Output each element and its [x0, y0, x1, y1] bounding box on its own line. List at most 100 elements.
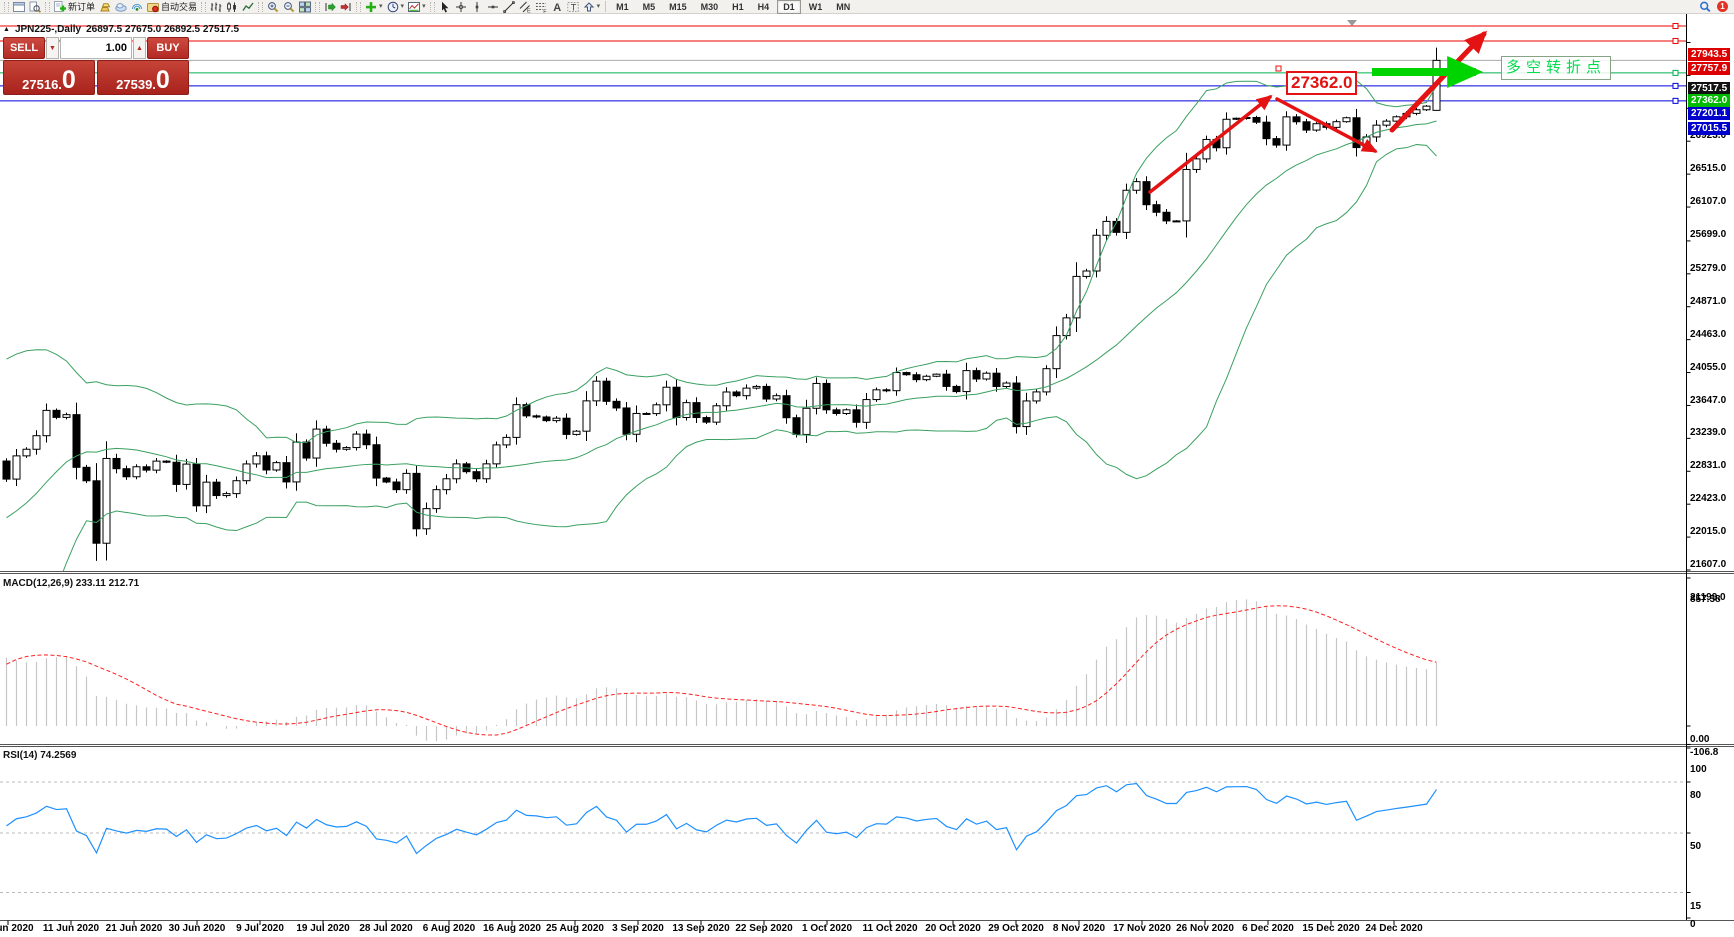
fibonacci-icon: F: [535, 2, 547, 13]
toolbar-button-signal[interactable]: [129, 0, 145, 13]
date-tick-label: 19 Jul 2020: [296, 923, 350, 934]
lot-decrease-button[interactable]: ▼: [46, 37, 59, 59]
toolbar-button-bar-chart[interactable]: [208, 0, 224, 13]
label-icon: T: [566, 1, 579, 12]
search-icon[interactable]: [1697, 0, 1713, 13]
red-trend-arrow[interactable]: [1148, 95, 1273, 194]
level-price-tag: 27757.9: [1688, 62, 1731, 76]
date-tick-label: 11 Jun 2020: [42, 923, 100, 934]
toolbar-button-trendline[interactable]: [501, 0, 517, 13]
main-toolbar: 新订单 自动交易 ▾ ▾ ▾ E F A T ▾ M1 M5 M15 M30 H1 H4 D1 W1 MN 1: [0, 0, 1734, 14]
timeframe-button-H1[interactable]: H1: [732, 1, 744, 12]
level-drag-handle[interactable]: [1672, 82, 1679, 89]
timeframe-button-H4[interactable]: H4: [757, 1, 770, 12]
sell-button[interactable]: SELL: [3, 37, 45, 59]
candlestick-icon: [227, 1, 236, 12]
timeframe-button-M1[interactable]: M1: [616, 1, 629, 12]
toolbar-button-gold[interactable]: [97, 0, 113, 13]
chart-title: ▲ JPN225-,Daily 26897.5 27675.0 26892.5 …: [3, 24, 239, 35]
current-price-tag: 27517.5: [1688, 81, 1731, 95]
rsi-axis-label: 50: [1690, 841, 1702, 852]
timeframe-button-D1[interactable]: D1: [777, 0, 801, 14]
date-tick-label: 15 Dec 2020: [1302, 923, 1360, 934]
level-drag-handle[interactable]: [1672, 37, 1679, 44]
date-tick-label: 2 Jun 2020: [0, 923, 34, 934]
toolbar-button-indicators[interactable]: ▾: [363, 0, 385, 13]
buy-price-display[interactable]: 27539. 0: [97, 60, 189, 95]
buy-button[interactable]: BUY: [147, 37, 189, 59]
autotrade-icon: [147, 2, 160, 12]
chevron-down-icon[interactable]: ▾: [400, 2, 405, 10]
toolbar-button-hline[interactable]: [485, 0, 501, 13]
shapes-icon: [583, 1, 594, 11]
toolbar-button-label[interactable]: T: [565, 0, 581, 13]
svg-text:E: E: [527, 8, 531, 13]
level-price-tag: 27943.5: [1688, 47, 1731, 61]
indicators-icon: [366, 1, 377, 12]
chart-shift-icon: [340, 2, 351, 11]
level-drag-handle[interactable]: [1672, 97, 1679, 104]
sell-price-display[interactable]: 27516. 0: [3, 60, 95, 95]
toolbar-button-periods[interactable]: ▾: [385, 0, 407, 13]
price-tick-label: 24463.0: [1690, 328, 1727, 340]
lot-size-input[interactable]: 1.00: [60, 37, 132, 59]
notification-badge[interactable]: 1: [1717, 1, 1728, 12]
toolbar-grip: [258, 1, 264, 12]
toolbar-button-crosshair[interactable]: [453, 0, 469, 13]
toolbar-button-label: 新订单: [68, 2, 96, 12]
timeframe-button-M5[interactable]: M5: [642, 1, 656, 12]
buy-price-pips: 0: [155, 66, 170, 94]
timeframe-button-M15[interactable]: M15: [669, 1, 687, 12]
toolbar-button-window[interactable]: [11, 0, 27, 13]
toolbar-button-vline[interactable]: [469, 0, 485, 13]
toolbar-button-zoom-in[interactable]: [265, 0, 281, 13]
timeframe-button-MN[interactable]: MN: [836, 1, 851, 12]
toolbar-button-autotrade[interactable]: 自动交易: [145, 0, 199, 13]
breakout-price-label[interactable]: 27362.0: [1286, 71, 1358, 95]
preview-icon: [29, 1, 41, 13]
toolbar-button-line-chart[interactable]: [240, 0, 256, 13]
chevron-down-icon[interactable]: ▾: [596, 2, 601, 10]
toolbar-button-fibonacci[interactable]: F: [533, 0, 549, 13]
macd-signal-line: [6, 605, 1437, 736]
toolbar-button-zoom-out[interactable]: [281, 0, 297, 13]
drawn-annotations[interactable]: [1148, 30, 1488, 194]
chevron-down-icon[interactable]: ▾: [422, 2, 426, 10]
macd-indicator-label: MACD(12,26,9) 233.11 212.71: [3, 578, 140, 589]
toolbar-button-cursor[interactable]: [437, 0, 453, 13]
red-trend-arrow[interactable]: [1389, 30, 1488, 133]
label-anchor-handle[interactable]: [1275, 65, 1282, 72]
toolbar-button-auto-scroll[interactable]: [322, 0, 338, 13]
timeframe-button-W1[interactable]: W1: [808, 1, 823, 12]
turning-point-note[interactable]: 多空转折点: [1501, 56, 1612, 80]
toolbar-button-tile-windows[interactable]: [297, 0, 313, 13]
chart-area[interactable]: ▲ JPN225-,Daily 26897.5 27675.0 26892.5 …: [0, 14, 1734, 937]
trendline-icon: [502, 0, 515, 13]
toolbar-button-shapes[interactable]: ▾: [581, 0, 603, 13]
signal-icon: [131, 3, 143, 11]
chevron-down-icon[interactable]: ▾: [379, 2, 383, 10]
price-tick-label: 26107.0: [1690, 196, 1727, 208]
toolbar-button-templates[interactable]: ▾: [406, 0, 428, 13]
rsi-axis-label: 100: [1690, 764, 1707, 775]
timeframe-button-M30[interactable]: M30: [700, 1, 719, 12]
toolbar-button-candlestick[interactable]: [224, 0, 240, 13]
toolbar-button-chart-shift[interactable]: [338, 0, 354, 13]
date-tick-label: 29 Oct 2020: [988, 923, 1044, 934]
date-tick-label: 21 Jun 2020: [105, 923, 163, 934]
toolbar-button-text[interactable]: A: [549, 0, 565, 13]
level-drag-handle[interactable]: [1672, 69, 1679, 76]
date-tick-label: 22 Sep 2020: [735, 923, 793, 934]
price-tick-label: 24871.0: [1690, 295, 1727, 307]
window-icon: [13, 1, 25, 12]
toolbar-button-preview[interactable]: [27, 0, 43, 13]
toolbar-button-channel[interactable]: E: [517, 0, 533, 13]
level-drag-handle[interactable]: [1672, 23, 1679, 29]
red-trend-arrow[interactable]: [1275, 97, 1378, 153]
rsi-axis-label: 80: [1690, 790, 1702, 801]
lot-increase-button[interactable]: ▲: [133, 37, 146, 59]
toolbar-button-cloud[interactable]: [113, 0, 129, 13]
sell-price-main: 27516.: [22, 77, 62, 92]
toolbar-button-new-order[interactable]: 新订单: [52, 0, 97, 13]
